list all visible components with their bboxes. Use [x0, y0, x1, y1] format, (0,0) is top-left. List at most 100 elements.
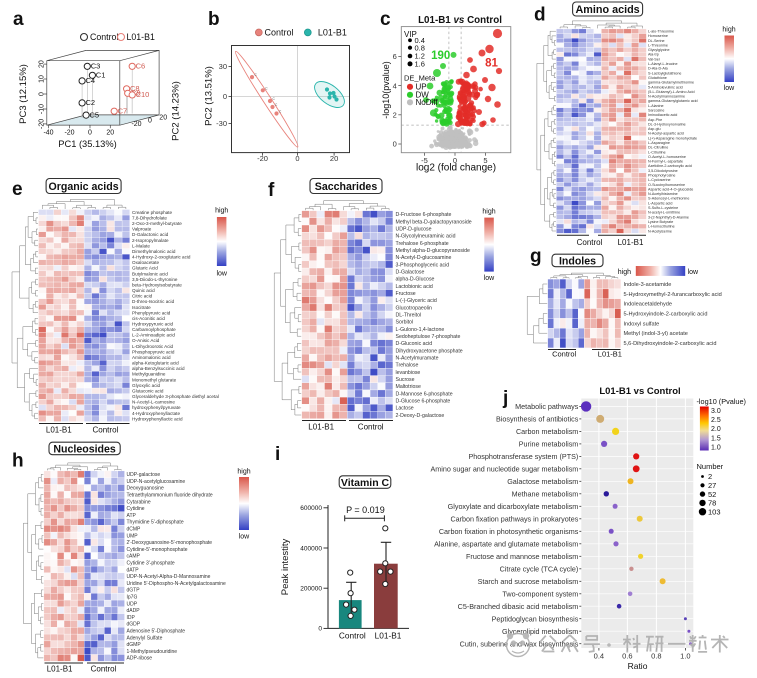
svg-text:Amino acids: Amino acids	[575, 4, 639, 16]
svg-text:-20: -20	[38, 119, 45, 129]
svg-text:Lysine Butyrate: Lysine Butyrate	[648, 220, 673, 224]
svg-text:5-Hydroxyindole-2-carboxylic a: 5-Hydroxyindole-2-carboxylic acid	[624, 311, 708, 317]
svg-text:Biosynthesis of antibiotics: Biosynthesis of antibiotics	[496, 415, 579, 424]
svg-text:-5: -5	[421, 156, 428, 165]
svg-text:UDP-D-glucose: UDP-D-glucose	[396, 226, 432, 232]
svg-text:Butylmalonic acid: Butylmalonic acid	[132, 271, 168, 276]
svg-text:4-Hydroxyphenyllactate: 4-Hydroxyphenyllactate	[132, 411, 180, 416]
svg-text:0: 0	[88, 130, 92, 137]
svg-text:alpha-D-Glucose: alpha-D-Glucose	[396, 277, 435, 283]
svg-text:1.2: 1.2	[415, 52, 425, 61]
svg-text:L01-B1: L01-B1	[47, 665, 73, 674]
svg-text:dATP: dATP	[127, 567, 140, 573]
svg-text:UMP: UMP	[127, 533, 139, 539]
svg-text:0: 0	[148, 118, 152, 125]
svg-text:O-Acetyl-L-homoserine: O-Acetyl-L-homoserine	[648, 155, 686, 159]
svg-text:2-Oxo-3-methyl-butyrate: 2-Oxo-3-methyl-butyrate	[132, 221, 182, 226]
svg-text:N-Formyl-L-aspartate: N-Formyl-L-aspartate	[648, 160, 683, 164]
svg-text:Ala-trp: Ala-trp	[648, 53, 659, 57]
svg-text:high: high	[237, 469, 250, 476]
svg-text:D-Mannose 6-phosphate: D-Mannose 6-phosphate	[396, 391, 453, 397]
svg-text:D-threo-Isocitric acid: D-threo-Isocitric acid	[132, 299, 175, 304]
svg-text:Control: Control	[93, 426, 119, 435]
svg-text:Uridine 5'-Diphospho-N-Acetylg: Uridine 5'-Diphospho-N-Acetylgalactosami…	[127, 581, 227, 587]
svg-text:Carbon fixation in photosynthe: Carbon fixation in photosynthetic organi…	[439, 527, 579, 536]
svg-text:-log10 (Pvalue): -log10 (Pvalue)	[697, 397, 746, 406]
svg-text:0: 0	[393, 140, 397, 149]
svg-text:N-Acetylmuramate: N-Acetylmuramate	[396, 356, 439, 362]
svg-text:Glycerolipid metabolism: Glycerolipid metabolism	[502, 627, 578, 636]
svg-text:L01-B1: L01-B1	[598, 350, 622, 359]
svg-text:low: low	[688, 269, 699, 276]
svg-text:Oxaloacetate: Oxaloacetate	[132, 260, 160, 265]
svg-text:d: d	[534, 5, 546, 26]
svg-text:low: low	[239, 534, 250, 541]
svg-text:1-Methylpseudouridine: 1-Methylpseudouridine	[127, 649, 178, 655]
svg-text:L-Alanyl-L-leucine: L-Alanyl-L-leucine	[648, 62, 678, 66]
svg-text:Control: Control	[91, 665, 117, 674]
svg-text:C: C	[273, 97, 276, 101]
svg-text:Cytidine: Cytidine	[127, 506, 145, 512]
svg-text:0.8: 0.8	[415, 43, 425, 52]
svg-text:L-Homocitrulline: L-Homocitrulline	[648, 225, 675, 229]
svg-text:dGDP: dGDP	[127, 622, 141, 628]
svg-text:Dihydroxyacetone phosphate: Dihydroxyacetone phosphate	[396, 348, 463, 354]
svg-text:Methyl beta-D-galactopyranosid: Methyl beta-D-galactopyranoside	[396, 219, 472, 225]
svg-text:L-(-)-Glyceric acid: L-(-)-Glyceric acid	[396, 298, 437, 304]
svg-text:PC2 (13.51%): PC2 (13.51%)	[204, 66, 215, 126]
svg-text:L-Aspartic acid: L-Aspartic acid	[648, 201, 672, 205]
svg-text:3,5-Diiodo-L-thyronine: 3,5-Diiodo-L-thyronine	[132, 277, 178, 282]
svg-text:Cutin, suberine and wax biosyn: Cutin, suberine and wax biosynthesis	[460, 639, 579, 648]
svg-text:3.0: 3.0	[711, 408, 721, 415]
svg-text:Adenylyl Sulfate: Adenylyl Sulfate	[127, 635, 163, 641]
svg-text:gamma-Glutamylmethionine: gamma-Glutamylmethionine	[648, 81, 694, 85]
svg-text:D-Galactonic acid: D-Galactonic acid	[132, 232, 169, 237]
svg-text:Sorbitol: Sorbitol	[396, 320, 414, 326]
svg-text:20: 20	[330, 154, 338, 163]
svg-text:-10: -10	[38, 104, 45, 114]
svg-text:low: low	[724, 85, 735, 92]
svg-text:Control: Control	[265, 28, 294, 38]
svg-text:Metabolic pathways: Metabolic pathways	[515, 402, 579, 411]
svg-text:5-Hydroxymethyl-2-furancarboxy: 5-Hydroxymethyl-2-furancarboxylic acid	[624, 292, 722, 298]
svg-text:C1: C1	[96, 71, 106, 80]
svg-text:PC2 (14.23%): PC2 (14.23%)	[171, 81, 182, 141]
svg-text:Citrate cycle (TCA cycle): Citrate cycle (TCA cycle)	[500, 564, 579, 573]
svg-text:0: 0	[38, 92, 45, 96]
svg-text:Indole-3-acetamide: Indole-3-acetamide	[624, 282, 672, 288]
svg-text:4: 4	[393, 81, 397, 90]
svg-text:N-Acetyl-L-carnosine: N-Acetyl-L-carnosine	[132, 400, 175, 405]
svg-text:c: c	[380, 9, 391, 30]
svg-text:C6: C6	[136, 62, 146, 71]
svg-text:Vitamin C: Vitamin C	[341, 477, 390, 489]
svg-text:UDP: UDP	[127, 601, 138, 607]
svg-text:Two-component system: Two-component system	[502, 589, 578, 598]
svg-text:Ratio: Ratio	[628, 661, 648, 671]
svg-text:DE_Meta: DE_Meta	[404, 74, 436, 83]
svg-text:Phosphopyruvic acid: Phosphopyruvic acid	[132, 349, 175, 354]
svg-text:D-Fructose 6-phosphate: D-Fructose 6-phosphate	[396, 212, 452, 218]
svg-text:5,6-Dihydroxyindole-2-carboxyl: 5,6-Dihydroxyindole-2-carboxylic acid	[624, 341, 717, 347]
svg-text:Number: Number	[697, 462, 724, 471]
svg-text:C3: C3	[91, 62, 101, 71]
svg-text:Sucrose: Sucrose	[396, 377, 415, 383]
svg-text:e: e	[12, 179, 23, 200]
svg-text:Cytidine 3'-phosphate: Cytidine 3'-phosphate	[127, 560, 175, 566]
svg-text:2'-Deoxyguanosine-5'-monophosp: 2'-Deoxyguanosine-5'-monophosphate	[127, 540, 213, 546]
svg-text:L-2-Aminoadipic acid: L-2-Aminoadipic acid	[132, 333, 175, 338]
svg-text:1.6: 1.6	[415, 60, 425, 69]
svg-text:Organic acids: Organic acids	[49, 181, 119, 193]
svg-text:C9: C9	[131, 89, 141, 98]
svg-text:Phosphotyrosine: Phosphotyrosine	[648, 174, 675, 178]
svg-text:dADP: dADP	[127, 608, 141, 614]
svg-text:Glycylglycine: Glycylglycine	[648, 48, 670, 52]
svg-text:400000: 400000	[300, 545, 322, 552]
svg-text:C7: C7	[118, 106, 128, 115]
svg-text:6: 6	[393, 52, 397, 61]
svg-text:7,8-Dihydrofolate: 7,8-Dihydrofolate	[132, 215, 167, 220]
svg-text:Glutaconic acid: Glutaconic acid	[132, 388, 164, 393]
svg-text:L(+)-Asparagine monohydrate: L(+)-Asparagine monohydrate	[648, 136, 697, 140]
svg-text:1.5: 1.5	[711, 435, 721, 442]
svg-text:a: a	[13, 9, 24, 30]
svg-text:L01-B1: L01-B1	[127, 32, 155, 42]
